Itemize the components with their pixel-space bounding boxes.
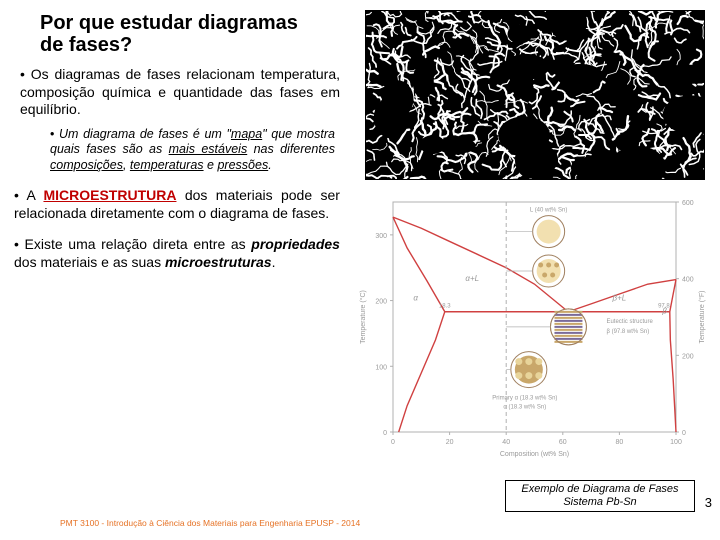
svg-text:Temperature (°C): Temperature (°C) — [359, 290, 367, 344]
slide-title: Por que estudar diagramas de fases? — [40, 12, 310, 56]
bullet-sub-1: Um diagrama de fases é um "mapa" que mos… — [50, 127, 345, 174]
page-number: 3 — [705, 495, 712, 510]
text-temp: tempera­turas — [130, 158, 204, 172]
svg-text:L (40 wt% Sn): L (40 wt% Sn) — [530, 208, 567, 214]
svg-text:α (18.3 wt% Sn): α (18.3 wt% Sn) — [503, 405, 546, 411]
microstructure-svg — [366, 11, 705, 180]
text-mapa: mapa — [231, 127, 262, 141]
svg-text:200: 200 — [375, 299, 387, 306]
bullet-main-3: Existe uma relação direta entre as propr… — [14, 236, 345, 271]
svg-text:20: 20 — [446, 439, 454, 446]
footer-text: PMT 3100 - Introdução à Ciência dos Mate… — [60, 518, 360, 528]
diagram-caption: Exemplo de Diagrama de Fases Sistema Pb-… — [505, 480, 695, 512]
left-column: Os diagramas de fases relacionam tempera… — [10, 66, 345, 271]
svg-text:18.3: 18.3 — [439, 304, 451, 310]
text: . — [268, 158, 271, 172]
svg-text:α: α — [413, 294, 418, 303]
svg-text:α+L: α+L — [465, 274, 479, 283]
svg-text:0: 0 — [682, 430, 686, 437]
phase-diagram: 02040608010001002003000200400600Composit… — [355, 190, 710, 460]
text: Existe uma relação direta entre as — [25, 236, 252, 252]
svg-text:β+L: β+L — [612, 294, 627, 303]
svg-text:40: 40 — [502, 439, 510, 446]
svg-text:Temperature (°F): Temperature (°F) — [698, 291, 706, 344]
slide: Por que estudar diagramas de fases? Os d… — [0, 0, 720, 540]
svg-text:100: 100 — [375, 364, 387, 371]
svg-text:80: 80 — [616, 439, 624, 446]
svg-text:0: 0 — [383, 430, 387, 437]
svg-text:200: 200 — [682, 353, 694, 360]
svg-text:Eutectic structure: Eutectic structure — [606, 319, 653, 325]
text-mais: mais estáveis — [169, 142, 248, 156]
text-micro: MICROESTRUTURA — [43, 187, 176, 203]
svg-text:Composition (wt% Sn): Composition (wt% Sn) — [500, 451, 569, 458]
svg-text:300: 300 — [375, 233, 387, 240]
svg-text:Primary α (18.3 wt% Sn): Primary α (18.3 wt% Sn) — [492, 396, 557, 402]
text-prop: propriedades — [251, 236, 340, 252]
svg-text:0: 0 — [391, 439, 395, 446]
text: e — [204, 158, 218, 172]
text-press: pressões — [217, 158, 268, 172]
svg-text:60: 60 — [559, 439, 567, 446]
text: , — [123, 158, 130, 172]
bullet-main-1: Os diagramas de fases relacionam tempera… — [20, 66, 345, 119]
text: A — [27, 187, 44, 203]
text: nas diferentes — [247, 142, 335, 156]
text-ms: microestruturas — [165, 254, 272, 270]
microstructure-image — [365, 10, 705, 180]
svg-text:97.8: 97.8 — [658, 304, 670, 310]
text: Um diagrama de fases é um " — [59, 127, 231, 141]
bullet-main-2: A MICROESTRUTURA dos materiais pode ser … — [14, 187, 345, 222]
phase-diagram-svg: 02040608010001002003000200400600Composit… — [355, 190, 710, 460]
svg-text:400: 400 — [682, 277, 694, 284]
text: dos materiais e as suas — [14, 254, 165, 270]
text-comp: composições — [50, 158, 123, 172]
svg-text:β (97.8 wt% Sn): β (97.8 wt% Sn) — [606, 329, 649, 335]
svg-text:100: 100 — [670, 439, 682, 446]
svg-text:600: 600 — [682, 200, 694, 207]
text: . — [272, 254, 276, 270]
